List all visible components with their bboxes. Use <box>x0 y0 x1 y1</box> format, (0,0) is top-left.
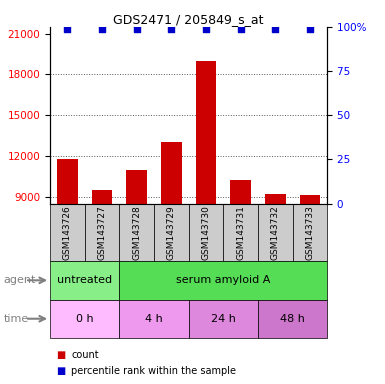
Point <box>238 26 244 32</box>
Text: 48 h: 48 h <box>280 314 305 324</box>
Bar <box>50 300 119 338</box>
Bar <box>293 204 327 261</box>
Point <box>99 26 105 32</box>
Text: GSM143727: GSM143727 <box>97 205 107 260</box>
Text: serum amyloid A: serum amyloid A <box>176 275 271 285</box>
Text: GSM143730: GSM143730 <box>201 205 211 260</box>
Text: 24 h: 24 h <box>211 314 236 324</box>
Text: 0 h: 0 h <box>76 314 94 324</box>
Text: 4 h: 4 h <box>145 314 163 324</box>
Text: GSM143733: GSM143733 <box>305 205 315 260</box>
Bar <box>189 300 258 338</box>
Point <box>168 26 174 32</box>
Text: percentile rank within the sample: percentile rank within the sample <box>71 366 236 376</box>
Text: GSM143729: GSM143729 <box>167 205 176 260</box>
Bar <box>85 204 119 261</box>
Point <box>203 26 209 32</box>
Bar <box>300 195 320 319</box>
Text: GSM143731: GSM143731 <box>236 205 245 260</box>
Bar <box>119 261 327 300</box>
Bar <box>230 180 251 319</box>
Bar <box>189 204 223 261</box>
Bar <box>258 204 293 261</box>
Point <box>134 26 140 32</box>
Text: ■: ■ <box>56 350 65 360</box>
Title: GDS2471 / 205849_s_at: GDS2471 / 205849_s_at <box>114 13 264 26</box>
Text: GSM143732: GSM143732 <box>271 205 280 260</box>
Point <box>272 26 278 32</box>
Bar <box>223 204 258 261</box>
Text: count: count <box>71 350 99 360</box>
Bar <box>119 300 189 338</box>
Bar <box>57 159 78 319</box>
Text: untreated: untreated <box>57 275 112 285</box>
Bar <box>258 300 327 338</box>
Bar <box>126 170 147 319</box>
Text: ■: ■ <box>56 366 65 376</box>
Bar <box>161 142 182 319</box>
Bar <box>50 204 85 261</box>
Bar <box>196 61 216 319</box>
Bar <box>265 194 286 319</box>
Bar <box>50 261 119 300</box>
Point <box>307 26 313 32</box>
Bar <box>154 204 189 261</box>
Text: GSM143728: GSM143728 <box>132 205 141 260</box>
Bar <box>92 190 112 319</box>
Text: time: time <box>4 314 29 324</box>
Text: GSM143726: GSM143726 <box>63 205 72 260</box>
Bar <box>119 204 154 261</box>
Text: agent: agent <box>4 275 36 285</box>
Point <box>64 26 70 32</box>
